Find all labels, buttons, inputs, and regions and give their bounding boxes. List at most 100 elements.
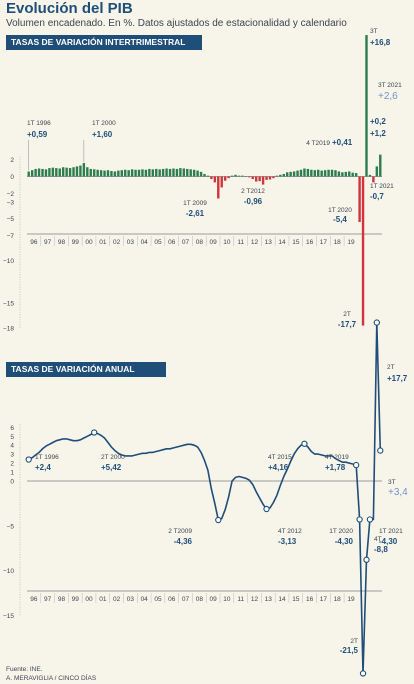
x-tick-label: 10 [223, 596, 231, 603]
annotation-value: +0,59 [27, 130, 48, 139]
x-tick-label: 03 [127, 239, 135, 246]
annotation-label: 2T [343, 311, 351, 318]
x-tick-label: 16 [306, 239, 314, 246]
data-point-marker [215, 516, 222, 524]
annotation-label: 2 T2009 [168, 528, 192, 535]
bar [186, 168, 189, 177]
bar [155, 168, 158, 177]
y-tick-label: −10 [3, 568, 14, 575]
x-tick-label: 98 [58, 596, 66, 603]
x-tick-label: 14 [278, 596, 286, 603]
y-tick-label: 1 [10, 470, 14, 477]
bar [34, 168, 37, 177]
annotation-label: 4T [374, 536, 382, 543]
bar [96, 169, 99, 177]
bar [365, 35, 368, 177]
annotation-value: -4,30 [335, 537, 354, 546]
x-tick-label: 09 [209, 596, 217, 603]
annotation-value: +5,42 [101, 463, 122, 472]
bar [210, 176, 213, 180]
bar [303, 168, 306, 177]
credit-note: A. MERAVIGLIA / CINCO DÍAS [6, 675, 97, 682]
bar [99, 170, 103, 177]
bar [55, 168, 58, 177]
data-point-marker [363, 556, 370, 563]
y-tick-label: −7 [7, 233, 15, 240]
annotation-label: 4T 2019 [325, 454, 349, 461]
bar [144, 169, 148, 177]
x-tick-label: 11 [237, 239, 244, 246]
y-tick-label: 3 [10, 452, 14, 459]
bar [248, 176, 251, 178]
x-tick-label: 09 [209, 239, 217, 246]
bar [327, 169, 330, 177]
annotation-label: 1T 2020 [329, 528, 353, 535]
x-tick-label: 03 [127, 596, 135, 603]
bar [103, 170, 106, 177]
annual-chart-title: TASAS DE VARIACIÓN ANUAL [6, 362, 166, 377]
bar [379, 154, 382, 177]
annotation-value: -4,36 [174, 537, 193, 546]
bar [286, 172, 289, 177]
bar [237, 175, 241, 177]
bar [299, 169, 303, 177]
x-tick-label: 99 [72, 239, 80, 246]
annotation-label: 3T [370, 28, 378, 35]
bar [227, 176, 230, 179]
data-point-marker [91, 429, 98, 436]
data-point-marker [301, 440, 308, 447]
bar [223, 176, 227, 181]
x-tick-label: 98 [58, 239, 66, 246]
y-tick-label: 0 [10, 174, 14, 181]
x-tick-label: 08 [196, 239, 204, 246]
bar [206, 175, 210, 177]
data-point-marker [377, 447, 384, 454]
annotation-value: -8,8 [374, 545, 388, 554]
bar [124, 169, 127, 177]
y-tick-label: 0 [10, 479, 14, 486]
bar [317, 169, 320, 177]
x-tick-label: 02 [113, 596, 121, 603]
annotation-value: +0,41 [332, 138, 353, 147]
bar [334, 170, 337, 177]
x-tick-label: 06 [168, 596, 176, 603]
bar [175, 168, 179, 177]
x-tick-label: 06 [168, 239, 176, 246]
bar [65, 167, 68, 177]
annotation-label: 1T 2021 [370, 183, 394, 190]
y-tick-label: −5 [7, 216, 15, 223]
bar [130, 169, 134, 177]
bar [330, 169, 334, 177]
bar [203, 173, 206, 177]
bar [161, 168, 165, 177]
annotation-label: 2 T2012 [241, 188, 265, 195]
x-tick-label: 08 [196, 596, 204, 603]
annotation-value: +2,6 [378, 91, 398, 102]
bar [306, 168, 310, 177]
bar [134, 169, 137, 177]
y-tick-label: −2 [7, 191, 15, 198]
bar [372, 176, 375, 183]
bar [348, 171, 351, 177]
bar [265, 176, 268, 180]
x-tick-label: 00 [85, 596, 93, 603]
x-tick-label: 19 [347, 239, 355, 246]
annotation-label: 4T 2015 [268, 454, 292, 461]
bar [344, 171, 348, 177]
bar [268, 176, 272, 180]
bar [158, 169, 161, 177]
bar [41, 168, 44, 177]
bar [354, 173, 358, 177]
y-tick-label: 6 [10, 425, 14, 432]
bar [72, 167, 75, 177]
x-tick-label: 04 [141, 596, 149, 603]
annotation-value: +17,7 [387, 374, 408, 383]
page-subtitle: Volumen encadenado. En %. Datos ajustado… [6, 18, 347, 29]
bar [165, 168, 168, 177]
annotation-value: +1,2 [370, 129, 386, 138]
x-tick-label: 13 [265, 596, 273, 603]
x-tick-label: 14 [278, 239, 286, 246]
y-tick-label: 5 [10, 434, 14, 441]
data-point-marker [359, 670, 367, 677]
